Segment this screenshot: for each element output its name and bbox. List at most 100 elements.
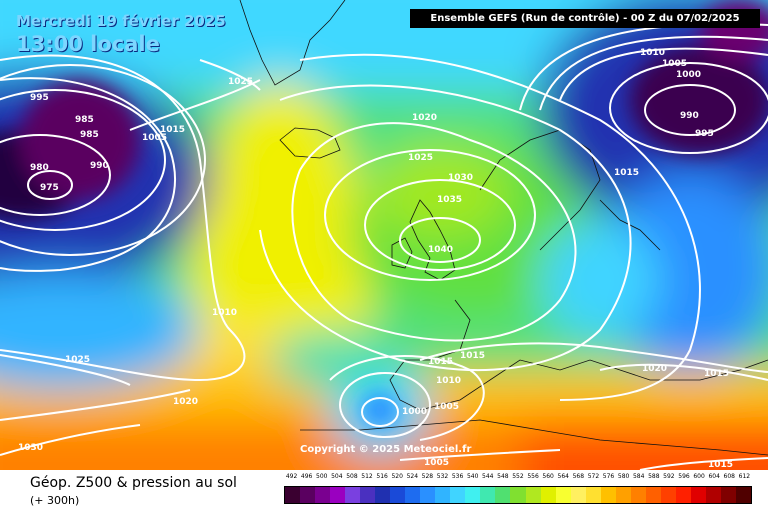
isobar-label: 985 — [80, 130, 99, 140]
scale-value-label: 544 — [482, 473, 494, 480]
scale-color-swatch — [555, 487, 571, 503]
scale-color-swatch — [720, 487, 736, 503]
copyright-notice: Copyright © 2025 Meteociel.fr — [300, 444, 472, 455]
isobar-1020-ridge — [259, 84, 632, 371]
scale-value-label: 528 — [421, 473, 434, 480]
color-scale-bar — [284, 486, 752, 504]
isobar-1015-north — [129, 79, 261, 131]
scale-color-swatch — [420, 487, 436, 503]
ireland-coast — [391, 237, 413, 269]
scale-color-swatch — [405, 487, 421, 503]
isobar-1000-iberia — [361, 397, 399, 427]
greenland-coast — [239, 0, 346, 86]
isobar-1005-south — [399, 449, 561, 461]
isobar-label: 1010 — [640, 48, 665, 58]
isobar-975 — [27, 170, 73, 200]
isobar-label: 1020 — [412, 113, 437, 123]
isobar-label: 1020 — [173, 397, 198, 407]
scandinavia-coast — [479, 129, 601, 251]
isobar-1015-se — [639, 457, 768, 470]
scale-color-swatch — [735, 487, 751, 503]
scale-value-label: 500 — [316, 473, 328, 480]
scale-value-label: 524 — [406, 473, 419, 480]
scale-value-label: 596 — [678, 473, 690, 480]
isobar-label: 1015 — [708, 460, 733, 470]
scale-value-label: 496 — [300, 473, 313, 480]
scale-value-label: 560 — [542, 473, 554, 480]
isobar-label: 1020 — [642, 364, 667, 374]
scale-color-swatch — [585, 487, 601, 503]
isobar-1015-ridge — [299, 53, 701, 401]
scale-color-swatch — [285, 487, 301, 503]
scale-value-label: 584 — [632, 473, 645, 480]
scale-color-swatch — [690, 487, 706, 503]
isobar-1025-north — [199, 59, 261, 91]
isobar-label: 985 — [75, 115, 94, 125]
scale-value-label: 572 — [587, 473, 600, 480]
forecast-date: Mercredi 19 février 2025 — [16, 12, 226, 30]
isobar-label: 1035 — [437, 195, 462, 205]
isobar-label: 995 — [30, 93, 49, 103]
scale-color-swatch — [450, 487, 466, 503]
scale-color-swatch — [345, 487, 361, 503]
scale-value-label: 604 — [708, 473, 720, 480]
scale-color-swatch — [375, 487, 391, 503]
isobar-990 — [0, 64, 206, 256]
isobar-label: 1040 — [428, 245, 453, 255]
legend-subtitle: (+ 300h) — [30, 494, 80, 507]
scale-value-label: 588 — [648, 473, 660, 480]
isobar-995-west — [0, 77, 176, 272]
scale-color-swatch — [660, 487, 676, 503]
scale-color-swatch — [360, 487, 376, 503]
scale-color-swatch — [675, 487, 691, 503]
isobar-label: 1025 — [408, 153, 433, 163]
scale-value-label: 492 — [285, 473, 298, 480]
scale-color-swatch — [570, 487, 586, 503]
isobar-1000-ne — [559, 47, 768, 101]
isobar-1010-west — [0, 54, 246, 382]
isobar-label: 1015 — [160, 125, 185, 135]
scale-value-label: 564 — [557, 473, 569, 480]
scale-value-label: 612 — [738, 473, 751, 480]
isobar-label: 975 — [40, 183, 59, 193]
isobar-1030-west — [0, 424, 141, 456]
scale-color-swatch — [390, 487, 406, 503]
scale-value-label: 516 — [376, 473, 388, 480]
isobars — [0, 22, 768, 470]
scale-color-swatch — [315, 487, 331, 503]
scale-color-swatch — [600, 487, 616, 503]
isobar-1025-west — [0, 354, 131, 386]
scale-value-label: 556 — [527, 473, 539, 480]
isobar-label: 990 — [680, 111, 699, 121]
isobar-label: 1015 — [460, 351, 485, 361]
scale-value-label: 608 — [723, 473, 735, 480]
scale-value-label: 536 — [451, 473, 464, 480]
scale-value-label: 592 — [663, 473, 675, 480]
isobar-label: 1005 — [424, 458, 449, 468]
isobar-1005-iberia — [339, 372, 431, 438]
scale-value-label: 504 — [331, 473, 343, 480]
isobar-label: 1005 — [434, 402, 459, 412]
isobar-label: 1030 — [18, 443, 43, 453]
isobar-990-ne — [644, 84, 736, 136]
isobar-985 — [0, 89, 166, 231]
isobar-label: 1030 — [448, 173, 473, 183]
scale-color-swatch — [300, 487, 316, 503]
scale-value-label: 532 — [436, 473, 449, 480]
isobar-label: 980 — [30, 163, 49, 173]
isobar-1020-west — [0, 389, 191, 421]
isobar-995-ne — [609, 62, 768, 154]
isobar-1035 — [364, 179, 516, 271]
scale-value-label: 600 — [693, 473, 705, 480]
iceland-coast — [279, 127, 341, 159]
scale-value-label: 580 — [617, 473, 630, 480]
scale-color-swatch — [705, 487, 721, 503]
isobar-1025-ridge — [291, 122, 577, 342]
forecast-map: 995 985 985 980 975 990 1015 1025 1020 1… — [0, 0, 768, 470]
isobar-label: 1025 — [65, 355, 90, 365]
isobar-1040 — [399, 217, 481, 263]
forecast-time: 13:00 locale — [16, 32, 160, 56]
scale-color-swatch — [465, 487, 481, 503]
scale-value-label: 552 — [512, 473, 524, 480]
isobar-label: 1015 — [614, 168, 639, 178]
